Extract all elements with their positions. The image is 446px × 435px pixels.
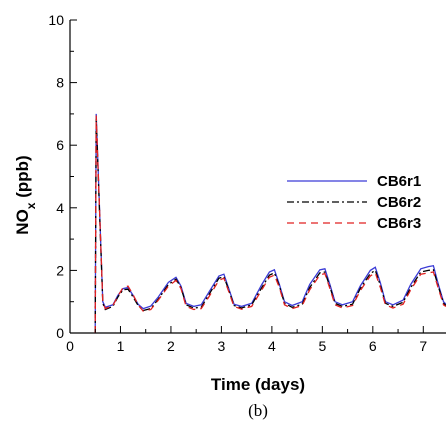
y-axis-label: NOx (ppb) <box>13 155 38 234</box>
series-layer <box>94 113 446 334</box>
y-tick-label: 4 <box>56 200 64 216</box>
x-tick-label: 6 <box>369 338 377 354</box>
legend-label-cb6r2: CB6r2 <box>377 194 421 211</box>
y-tick-label: 6 <box>56 137 64 153</box>
legend-label-cb6r1: CB6r1 <box>377 173 421 190</box>
x-tick-label: 4 <box>268 338 276 354</box>
y-axis-label-unit: (ppb) <box>13 155 32 202</box>
y-tick-label: 8 <box>56 75 64 91</box>
legend: CB6r1 CB6r2 CB6r3 <box>287 173 421 232</box>
panel-label: (b) <box>248 401 268 420</box>
x-tick-label: 0 <box>66 338 74 354</box>
x-tick-label: 7 <box>419 338 427 354</box>
x-tick-label: 5 <box>318 338 326 354</box>
series-line-cb6r1 <box>94 113 446 334</box>
legend-label-cb6r3: CB6r3 <box>377 215 421 232</box>
x-axis-label: Time (days) <box>211 375 305 394</box>
y-tick-label: 10 <box>48 12 64 28</box>
x-tick-label: 1 <box>117 338 125 354</box>
ticks-layer: 0 1 2 3 4 5 6 7 0 2 4 6 8 10 <box>48 12 427 354</box>
x-tick-label: 3 <box>218 338 226 354</box>
y-tick-label: 0 <box>56 325 64 341</box>
x-tick-label: 2 <box>167 338 175 354</box>
y-tick-label: 2 <box>56 262 64 278</box>
y-axis-label-main: NO <box>13 209 32 235</box>
series-line-cb6r2 <box>94 118 446 334</box>
y-axis-label-subscript: x <box>24 202 38 209</box>
